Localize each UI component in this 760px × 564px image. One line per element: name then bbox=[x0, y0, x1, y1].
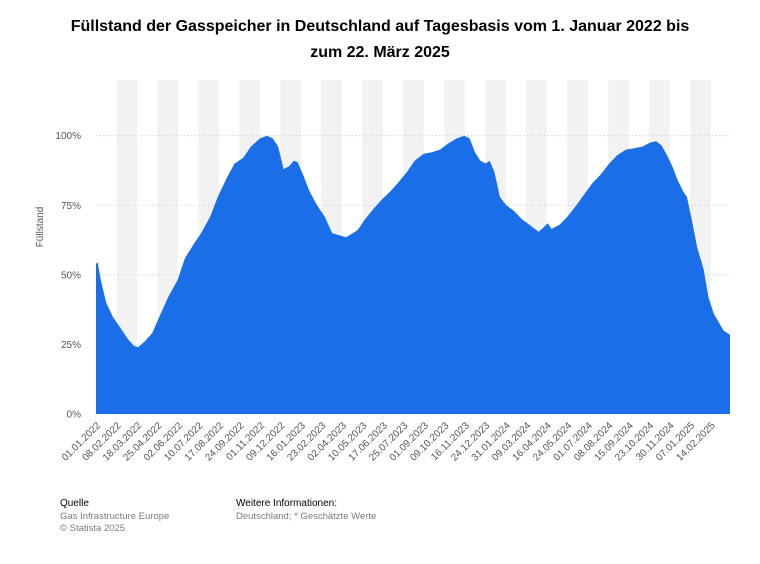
source-heading: Quelle bbox=[60, 498, 89, 509]
chart-title-line-2: zum 22. März 2025 bbox=[310, 44, 450, 61]
y-tick-label: 100% bbox=[55, 131, 81, 142]
source-name: Gas Infrastructure Europe bbox=[60, 510, 170, 522]
y-tick-label: 0% bbox=[67, 410, 82, 421]
x-axis-tick-labels: 01.01.202208.02.202218.03.202225.04.2022… bbox=[60, 420, 718, 463]
fill-level-area bbox=[96, 135, 730, 414]
y-axis-tick-labels: 0% 25% 50% 75% 100% bbox=[55, 131, 81, 420]
source-block: Quelle Gas Infrastructure Europe © Stati… bbox=[60, 498, 169, 536]
info-text: Deutschland; * Geschätzte Werte bbox=[236, 510, 377, 522]
y-axis-label: Füllstand bbox=[35, 207, 46, 248]
copyright-note: © Statista 2025 bbox=[60, 523, 126, 534]
y-tick-label: 25% bbox=[61, 340, 81, 351]
info-block: Weitere Informationen: Deutschland; * Ge… bbox=[236, 498, 376, 523]
chart-title: Füllstand der Gasspeicher in Deutschland… bbox=[40, 14, 720, 66]
info-heading: Weitere Informationen: bbox=[236, 498, 337, 509]
y-tick-label: 75% bbox=[61, 201, 81, 212]
chart-canvas: 0% 25% 50% 75% 100% 01.01.202208.02.202218.0… bbox=[35, 80, 730, 464]
y-tick-label: 50% bbox=[61, 270, 81, 281]
chart-title-line-1: Füllstand der Gasspeicher in Deutschland… bbox=[70, 18, 690, 35]
